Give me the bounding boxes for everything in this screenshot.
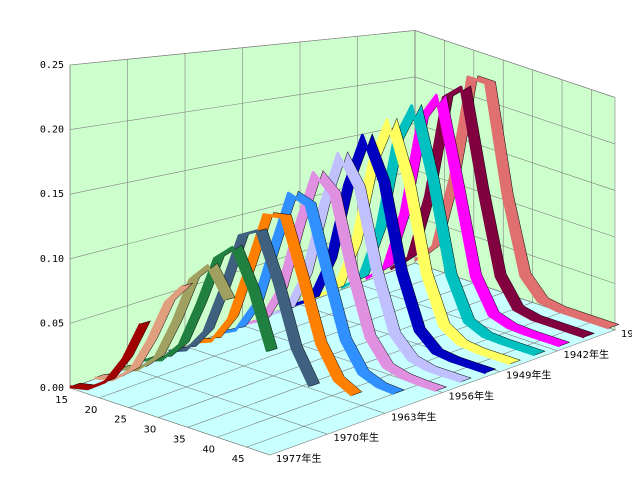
x-tick-label: 20 bbox=[85, 405, 98, 416]
ribbon-line bbox=[217, 191, 395, 395]
z-tick-label: 1970年生 bbox=[334, 431, 379, 444]
x-tick-label: 15 bbox=[55, 395, 68, 406]
z-tick-label: 1935年 bbox=[621, 327, 632, 340]
grid-line bbox=[414, 76, 616, 145]
grid-line bbox=[69, 387, 271, 456]
x-tick-label: 35 bbox=[173, 434, 186, 445]
y-tick-label: 0.00 bbox=[40, 383, 64, 394]
ribbon-line bbox=[168, 229, 312, 388]
y-tick-label: 0.05 bbox=[40, 318, 64, 329]
grid-line bbox=[127, 366, 328, 435]
y-tick-label: 0.10 bbox=[40, 254, 64, 265]
z-tick-label: 1963年生 bbox=[391, 410, 436, 423]
x-tick-label: 40 bbox=[202, 444, 215, 455]
z-tick-label: 1956年生 bbox=[449, 390, 494, 403]
z-tick-label: 1949年生 bbox=[506, 369, 551, 382]
grid-line bbox=[357, 283, 558, 352]
y-tick-label: 0.15 bbox=[40, 189, 64, 200]
ribbon-line bbox=[119, 264, 227, 372]
x-tick-label: 30 bbox=[144, 425, 157, 436]
ribbon-line bbox=[143, 245, 269, 362]
y-tick-label: 0.20 bbox=[40, 125, 64, 136]
ribbon-line bbox=[193, 213, 354, 397]
grid-line bbox=[184, 346, 386, 414]
ribbon-line bbox=[242, 170, 438, 392]
z-tick-label: 1977年生 bbox=[276, 452, 321, 465]
x-tick-label: 25 bbox=[114, 415, 127, 426]
ribbon-line bbox=[69, 323, 142, 391]
ribbon-line bbox=[414, 75, 610, 330]
x-tick-label: 45 bbox=[232, 454, 245, 465]
y-tick-label: 0.25 bbox=[40, 60, 64, 71]
z-tick-label: 1942年生 bbox=[564, 348, 609, 361]
grid-line bbox=[414, 30, 616, 98]
ribbon-line bbox=[389, 85, 585, 339]
